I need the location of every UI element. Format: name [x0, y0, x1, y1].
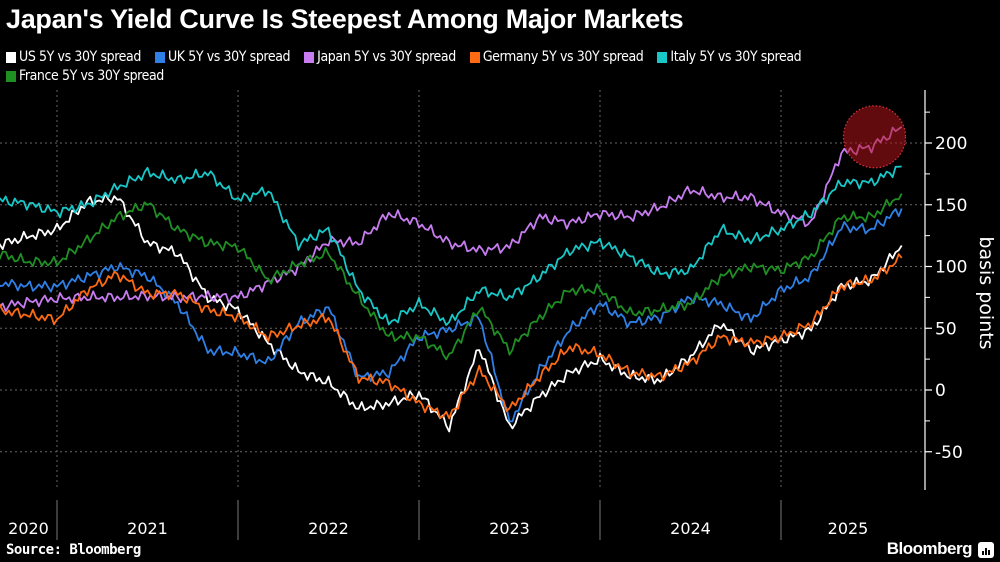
legend: US 5Y vs 30Y spread UK 5Y vs 30Y spread Ja…	[6, 49, 986, 87]
series-line-germany	[0, 253, 903, 420]
series-lines	[0, 126, 903, 433]
legend-label: UK 5Y vs 30Y spread	[167, 49, 291, 65]
y-axis: -50 0 50 100 150 200	[924, 90, 967, 490]
legend-label: Italy 5Y vs 30Y spread	[670, 49, 802, 65]
y-tick-label: 100	[935, 258, 967, 278]
y-axis-label: basis points	[975, 236, 997, 349]
highlight-circle	[842, 105, 907, 169]
legend-item: Germany 5Y vs 30Y spread	[469, 49, 644, 66]
source-note: Source: Bloomberg	[6, 542, 141, 558]
legend-label: France 5Y vs 30Y spread	[19, 68, 164, 84]
legend-swatch	[154, 52, 165, 63]
y-tick-label: -50	[935, 443, 963, 463]
legend-item: Japan 5Y vs 30Y spread	[304, 49, 456, 66]
chart-title: Japan's Yield Curve Is Steepest Among Ma…	[6, 4, 684, 34]
x-tick-label: 2021	[127, 519, 168, 538]
legend-item: Italy 5Y vs 30Y spread	[657, 49, 802, 66]
annotation	[842, 105, 907, 169]
bloomberg-logo-icon	[978, 542, 994, 558]
series-line-italy	[0, 165, 902, 327]
legend-item: UK 5Y vs 30Y spread	[154, 49, 291, 66]
x-tick-label: 2020	[8, 519, 49, 538]
series-line-france	[0, 193, 903, 361]
legend-swatch	[6, 71, 16, 82]
legend-item: US 5Y vs 30Y spread	[6, 49, 141, 66]
legend-swatch	[304, 52, 315, 63]
y-tick-label: 150	[935, 196, 967, 216]
bloomberg-logo: Bloomberg	[886, 539, 973, 558]
series-line-us	[0, 192, 903, 433]
gridlines	[0, 90, 925, 490]
series-line-uk	[0, 208, 903, 423]
y-tick-label: 50	[935, 319, 957, 339]
legend-swatch	[657, 52, 668, 63]
x-tick-label: 2025	[828, 519, 869, 538]
series-line-japan	[0, 126, 903, 313]
legend-label: US 5Y vs 30Y spread	[19, 49, 141, 65]
y-tick-label: 0	[935, 381, 946, 401]
legend-item: France 5Y vs 30Y spread	[6, 68, 164, 85]
y-tick-label: 200	[935, 134, 967, 154]
x-tick-label: 2023	[489, 519, 530, 538]
x-tick-label: 2024	[670, 519, 711, 538]
x-tick-label: 2022	[308, 519, 349, 538]
x-axis: 2020 2021 2022 2023 2024 2025	[8, 500, 868, 540]
legend-label: Germany 5Y vs 30Y spread	[482, 49, 644, 65]
legend-swatch	[469, 52, 480, 63]
legend-swatch	[6, 52, 16, 63]
legend-label: Japan 5Y vs 30Y spread	[317, 49, 456, 65]
